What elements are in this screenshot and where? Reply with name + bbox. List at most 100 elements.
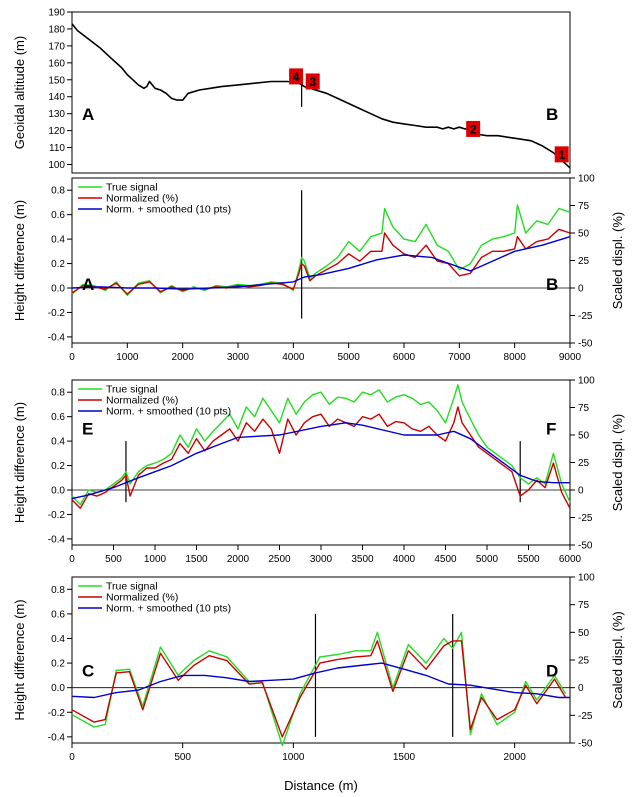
y-tick-label: 0.0 <box>51 284 65 295</box>
x-tick-label: 1500 <box>185 554 208 565</box>
y2-tick-label: -50 <box>578 739 593 750</box>
y2-axis-ticks: -50 -25 0 25 50 75 100 <box>570 376 595 552</box>
legend-label: True signal <box>106 384 158 396</box>
series-line <box>71 406 571 509</box>
profile-end-label: F <box>546 419 556 438</box>
y-tick-label: 100 <box>48 160 65 171</box>
y-tick-label: 0.6 <box>51 609 65 620</box>
x-tick-label: 500 <box>174 752 191 763</box>
y2-axis-label: Scaled displ. (%) <box>610 611 625 709</box>
series-line <box>71 204 571 296</box>
y-tick-label: -0.4 <box>48 332 66 343</box>
x-axis-ticks: 0 1000 2000 3000 4000 5000 6000 7000 8000 9000 <box>69 343 582 363</box>
x-tick-label: 1000 <box>144 554 167 565</box>
y2-tick-label: 0 <box>578 683 584 694</box>
y-axis-label: Height difference (m) <box>12 402 27 523</box>
site-marker-box <box>554 146 569 163</box>
y-axis-ticks: -0.4 -0.2 0.0 0.2 0.4 0.6 0.8 <box>48 186 72 343</box>
x-tick-label: 7000 <box>448 352 471 363</box>
x-tick-label: 5000 <box>338 352 361 363</box>
x-tick-label: 6000 <box>559 554 582 565</box>
y2-tick-label: 25 <box>578 656 590 667</box>
y2-axis-label: Scaled displ. (%) <box>610 212 625 310</box>
legend-label: Normalized (%) <box>106 193 178 205</box>
y2-tick-label: 25 <box>578 256 590 267</box>
x-tick-label: 1000 <box>116 352 139 363</box>
y2-tick-label: -25 <box>578 311 593 322</box>
site-marker: 4 <box>289 68 304 85</box>
y-tick-label: -0.2 <box>48 510 66 521</box>
profile-start-label: A <box>82 105 94 124</box>
y-tick-label: 0.0 <box>51 683 65 694</box>
x-tick-label: 0 <box>69 554 75 565</box>
y2-tick-label: 0 <box>578 486 584 497</box>
y-tick-label: -0.4 <box>48 534 66 545</box>
site-marker-box <box>305 73 320 90</box>
x-tick-label: 3000 <box>310 554 333 565</box>
x-tick-label: 3000 <box>227 352 250 363</box>
x-tick-label: 2000 <box>504 752 527 763</box>
y-tick-label: 0.8 <box>51 186 65 197</box>
site-marker: 3 <box>305 73 320 90</box>
x-tick-label: 3500 <box>351 554 374 565</box>
y-axis-ticks: -0.4 -0.2 0.0 0.2 0.4 0.6 0.8 <box>48 585 72 743</box>
y2-tick-label: 50 <box>578 628 590 639</box>
y-tick-label: 0.8 <box>51 388 65 399</box>
chart-panel-4: -0.4 -0.2 0.0 0.2 0.4 0.6 0.8 Height difference… <box>12 573 625 764</box>
legend-label: Norm. + smoothed (10 pts) <box>106 406 231 418</box>
y2-tick-label: 100 <box>578 573 595 584</box>
y-tick-label: 0.2 <box>51 461 65 472</box>
x-tick-label: 8000 <box>504 352 527 363</box>
x-tick-label: 4000 <box>393 554 416 565</box>
x-tick-label: 2000 <box>172 352 195 363</box>
site-marker: 1 <box>554 146 569 163</box>
site-marker-box <box>466 120 481 137</box>
y2-tick-label: 100 <box>578 174 595 185</box>
x-axis-ticks: 0 500 1000 1500 2000 <box>69 743 526 763</box>
x-tick-label: 5000 <box>476 554 499 565</box>
legend-label: True signal <box>106 581 158 593</box>
chart-panel-2: -0.4 -0.2 0.0 0.2 0.4 0.6 0.8 Height difference… <box>12 174 625 364</box>
profile-start-label: C <box>82 661 94 680</box>
site-marker-label: 1 <box>558 148 565 162</box>
y2-axis-ticks: -50 -25 0 25 50 75 100 <box>570 174 595 350</box>
profile-start-label: A <box>82 275 94 294</box>
y-tick-label: 170 <box>48 41 65 52</box>
y2-tick-label: 25 <box>578 458 590 469</box>
y-tick-label: 0.2 <box>51 259 65 270</box>
y-tick-label: 120 <box>48 126 65 137</box>
x-tick-label: 1000 <box>282 752 305 763</box>
y-axis-ticks: 100 110 120 130 140 150 160 170 180 190 <box>48 8 72 171</box>
y-tick-label: 0.0 <box>51 486 65 497</box>
y2-tick-label: 100 <box>578 376 595 387</box>
y-tick-label: 140 <box>48 92 65 103</box>
x-tick-label: 2500 <box>268 554 291 565</box>
chart-panel-1: 100 110 120 130 140 150 160 170 180 190 Geoidal al… <box>12 8 571 174</box>
series-line <box>71 236 571 290</box>
y2-axis-label: Scaled displ. (%) <box>610 414 625 512</box>
legend-label: Normalized (%) <box>106 395 178 407</box>
y-tick-label: 150 <box>48 75 65 86</box>
y-tick-label: -0.4 <box>48 732 66 743</box>
legend-label: Norm. + smoothed (10 pts) <box>106 603 231 615</box>
y-tick-label: 0.6 <box>51 210 65 221</box>
y-tick-label: 0.4 <box>51 437 65 448</box>
y-tick-label: 0.6 <box>51 412 65 423</box>
chart-panel-3: -0.4 -0.2 0.0 0.2 0.4 0.6 0.8 Height difference… <box>12 376 625 566</box>
series-line <box>71 422 570 500</box>
y-tick-label: 0.4 <box>51 235 65 246</box>
y-tick-label: 160 <box>48 58 65 69</box>
x-tick-label: 1500 <box>393 752 416 763</box>
y2-tick-label: -25 <box>578 513 593 524</box>
y-tick-label: 190 <box>48 8 65 19</box>
legend-label: True signal <box>106 182 158 194</box>
x-tick-label: 0 <box>69 752 75 763</box>
x-tick-label: 4500 <box>434 554 457 565</box>
y2-tick-label: 75 <box>578 600 590 611</box>
y-tick-label: 110 <box>49 143 65 154</box>
y-axis-label: Height difference (m) <box>12 599 27 720</box>
y-tick-label: 0.4 <box>51 634 65 645</box>
